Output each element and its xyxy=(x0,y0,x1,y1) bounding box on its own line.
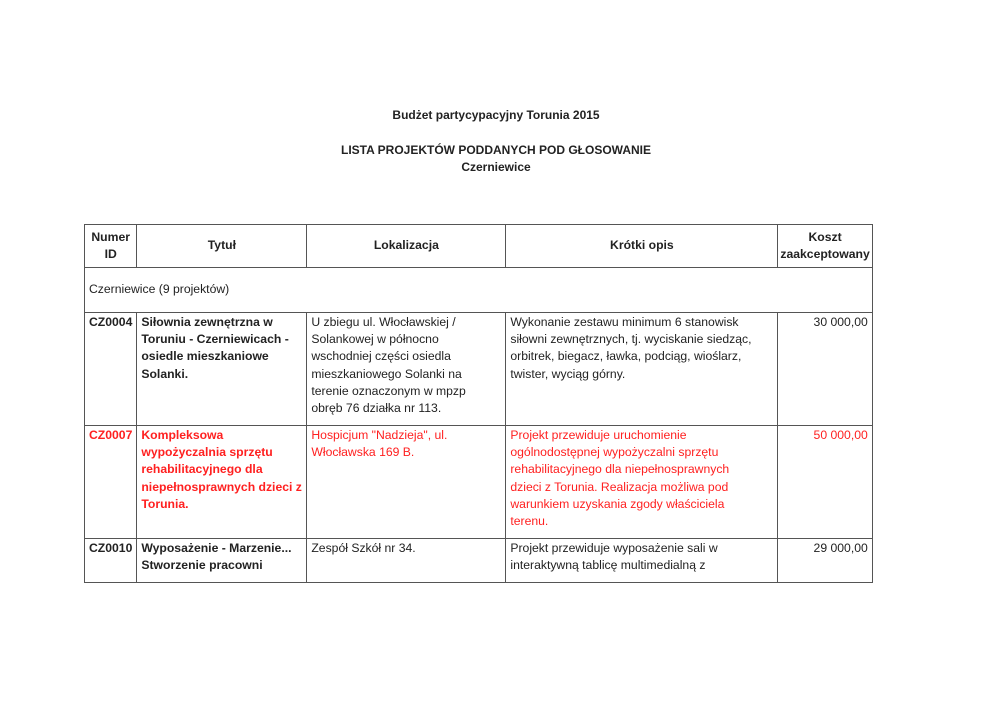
group-row: Czerniewice (9 projektów) xyxy=(84,267,873,313)
project-title: Wyposażenie - Marzenie... Stworzenie pra… xyxy=(136,538,308,583)
project-id: CZ0007 xyxy=(83,425,138,539)
group-label: Czerniewice (9 projektów) xyxy=(84,267,873,313)
project-description: Wykonanie zestawu minimum 6 stanowisk si… xyxy=(505,312,779,426)
project-description: Projekt przewiduje uruchomienie ogólnodo… xyxy=(505,425,779,539)
project-description: Projekt przewiduje wyposażenie sali w in… xyxy=(505,538,779,583)
district-name: Czerniewice xyxy=(461,160,531,174)
projects-table: Numer ID Tytuł Lokalizacja Krótki opis K… xyxy=(83,224,873,583)
project-location: Hospicjum "Nadzieja", ul. Włocławska 169… xyxy=(306,425,507,539)
project-id: CZ0004 xyxy=(83,312,138,426)
column-header-title: Tytuł xyxy=(136,224,308,268)
document-title: Budżet partycypacyjny Torunia 2015 xyxy=(392,108,600,122)
table-header-row: Numer ID Tytuł Lokalizacja Krótki opis K… xyxy=(83,224,873,268)
column-header-location: Lokalizacja xyxy=(306,224,507,268)
column-header-description: Krótki opis xyxy=(505,224,779,268)
project-title: Siłownia zewnętrzna w Toruniu - Czerniew… xyxy=(136,312,308,426)
document-subtitle: LISTA PROJEKTÓW PODDANYCH POD GŁOSOWANIE xyxy=(340,143,651,157)
project-location: U zbiegu ul. Włocławskiej / Solankowej w… xyxy=(306,312,507,426)
project-cost: 29 000,00 xyxy=(777,538,873,583)
table-row: CZ0010 Wyposażenie - Marzenie... Stworze… xyxy=(83,538,873,583)
project-cost: 50 000,00 xyxy=(777,425,873,539)
column-header-cost: Koszt zaakceptowany xyxy=(777,224,873,268)
table-row: CZ0004 Siłownia zewnętrzna w Toruniu - C… xyxy=(83,312,873,426)
project-location: Zespół Szkół nr 34. xyxy=(306,538,507,583)
table-row: CZ0007 Kompleksowa wypożyczalnia sprzętu… xyxy=(83,425,873,539)
project-cost: 30 000,00 xyxy=(777,312,873,426)
project-title: Kompleksowa wypożyczalnia sprzętu rehabi… xyxy=(136,425,308,539)
project-id: CZ0010 xyxy=(83,538,138,583)
column-header-id: Numer ID xyxy=(83,224,138,268)
